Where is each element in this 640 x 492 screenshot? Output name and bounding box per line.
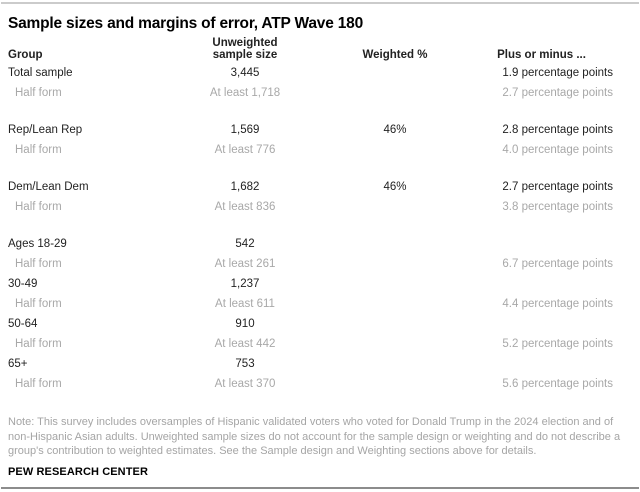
cell-unweighted-sample: At least 261 xyxy=(214,258,276,270)
cell-unweighted-sample: 1,237 xyxy=(230,278,260,290)
cell-margin-of-error xyxy=(470,274,613,294)
cell-weighted-percent xyxy=(320,197,470,217)
cell-group: Half form xyxy=(15,258,62,270)
table-row: 50-64 910 xyxy=(0,314,640,334)
table-row: Half form At least 611 4.4 percentage po… xyxy=(0,294,640,314)
cell-unweighted-sample: At least 1,718 xyxy=(209,87,281,99)
cell-unweighted-sample: At least 442 xyxy=(214,338,276,350)
table-header: Group Unweighted sample size Weighted % … xyxy=(0,36,640,61)
column-header-weighted: Weighted % xyxy=(362,49,428,61)
column-header-group: Group xyxy=(8,49,43,61)
cell-unweighted-sample: 3,445 xyxy=(230,67,260,79)
cell-margin-of-error: 1.9 percentage points xyxy=(502,67,613,79)
cell-unweighted-sample: 1,682 xyxy=(230,181,260,193)
cell-group: Rep/Lean Rep xyxy=(8,124,83,136)
cell-unweighted-sample: 910 xyxy=(235,318,255,330)
cell-unweighted-sample: At least 370 xyxy=(214,378,276,390)
cell-weighted-percent xyxy=(320,294,470,314)
cell-margin-of-error: 5.6 percentage points xyxy=(502,378,613,390)
cell-margin-of-error: 2.8 percentage points xyxy=(502,124,613,136)
page-title: Sample sizes and margins of error, ATP W… xyxy=(8,15,363,32)
table-row: Half form At least 776 4.0 percentage po… xyxy=(0,140,640,160)
cell-weighted-percent xyxy=(320,63,470,83)
cell-unweighted-sample: 1,569 xyxy=(230,124,260,136)
cell-group: 30-49 xyxy=(8,278,38,290)
cell-weighted-percent xyxy=(320,274,470,294)
source-label: PEW RESEARCH CENTER xyxy=(8,465,149,478)
cell-group: Half form xyxy=(15,87,62,99)
cell-unweighted-sample: At least 836 xyxy=(214,201,276,213)
table-row: Dem/Lean Dem 1,682 46% 2.7 percentage po… xyxy=(0,177,640,197)
cell-group: Half form xyxy=(15,378,62,390)
cell-unweighted-sample: 753 xyxy=(235,358,255,370)
top-rule xyxy=(1,2,639,4)
column-header-sample-size-line2: sample size xyxy=(212,49,278,61)
cell-weighted-percent xyxy=(320,374,470,394)
cell-group: 65+ xyxy=(8,358,28,370)
cell-weighted-percent xyxy=(320,254,470,274)
cell-margin-of-error: 4.4 percentage points xyxy=(502,298,613,310)
cell-group: Half form xyxy=(15,298,62,310)
cell-weighted-percent: 46% xyxy=(383,181,407,193)
cell-unweighted-sample: At least 611 xyxy=(215,298,275,310)
cell-weighted-percent xyxy=(320,354,470,374)
cell-margin-of-error xyxy=(470,314,613,334)
cell-weighted-percent: 46% xyxy=(383,124,407,136)
cell-group: Total sample xyxy=(8,67,73,79)
column-header-sample-size: Unweighted sample size xyxy=(170,37,320,61)
cell-unweighted-sample: At least 776 xyxy=(214,144,276,156)
cell-group: Ages 18-29 xyxy=(8,238,67,250)
cell-group: Dem/Lean Dem xyxy=(8,181,89,193)
table-row: Total sample 3,445 1.9 percentage points xyxy=(0,63,640,83)
cell-margin-of-error: 3.8 percentage points xyxy=(502,201,613,213)
cell-group: Half form xyxy=(15,338,62,350)
cell-group: Half form xyxy=(15,144,62,156)
table-row: 30-49 1,237 xyxy=(0,274,640,294)
cell-margin-of-error: 4.0 percentage points xyxy=(502,144,613,156)
cell-weighted-percent xyxy=(320,83,470,103)
table-row: Rep/Lean Rep 1,569 46% 2.8 percentage po… xyxy=(0,120,640,140)
cell-weighted-percent xyxy=(320,140,470,160)
table-row: Half form At least 370 5.6 percentage po… xyxy=(0,374,640,394)
cell-group: 50-64 xyxy=(8,318,38,330)
table-body: Total sample 3,445 1.9 percentage points… xyxy=(0,63,640,394)
footnote: Note: This survey includes oversamples o… xyxy=(8,416,621,457)
cell-weighted-percent xyxy=(320,314,470,334)
cell-weighted-percent xyxy=(320,234,470,254)
bottom-rule xyxy=(1,486,639,489)
table-row: 65+ 753 xyxy=(0,354,640,374)
cell-margin-of-error: 5.2 percentage points xyxy=(502,338,613,350)
cell-margin-of-error: 6.7 percentage points xyxy=(502,258,613,270)
cell-margin-of-error: 2.7 percentage points xyxy=(502,181,613,193)
cell-margin-of-error xyxy=(470,234,613,254)
table-row: Half form At least 442 5.2 percentage po… xyxy=(0,334,640,354)
cell-margin-of-error xyxy=(470,354,613,374)
column-header-sample-size-line1: Unweighted xyxy=(212,37,278,49)
cell-group: Half form xyxy=(15,201,62,213)
column-header-margin: Plus or minus ... xyxy=(497,49,586,61)
table-row: Half form At least 836 3.8 percentage po… xyxy=(0,197,640,217)
table-row: Ages 18-29 542 xyxy=(0,234,640,254)
cell-weighted-percent xyxy=(320,334,470,354)
cell-unweighted-sample: 542 xyxy=(235,238,255,250)
cell-margin-of-error: 2.7 percentage points xyxy=(502,87,613,99)
table-row: Half form At least 1,718 2.7 percentage … xyxy=(0,83,640,103)
table-row: Half form At least 261 6.7 percentage po… xyxy=(0,254,640,274)
